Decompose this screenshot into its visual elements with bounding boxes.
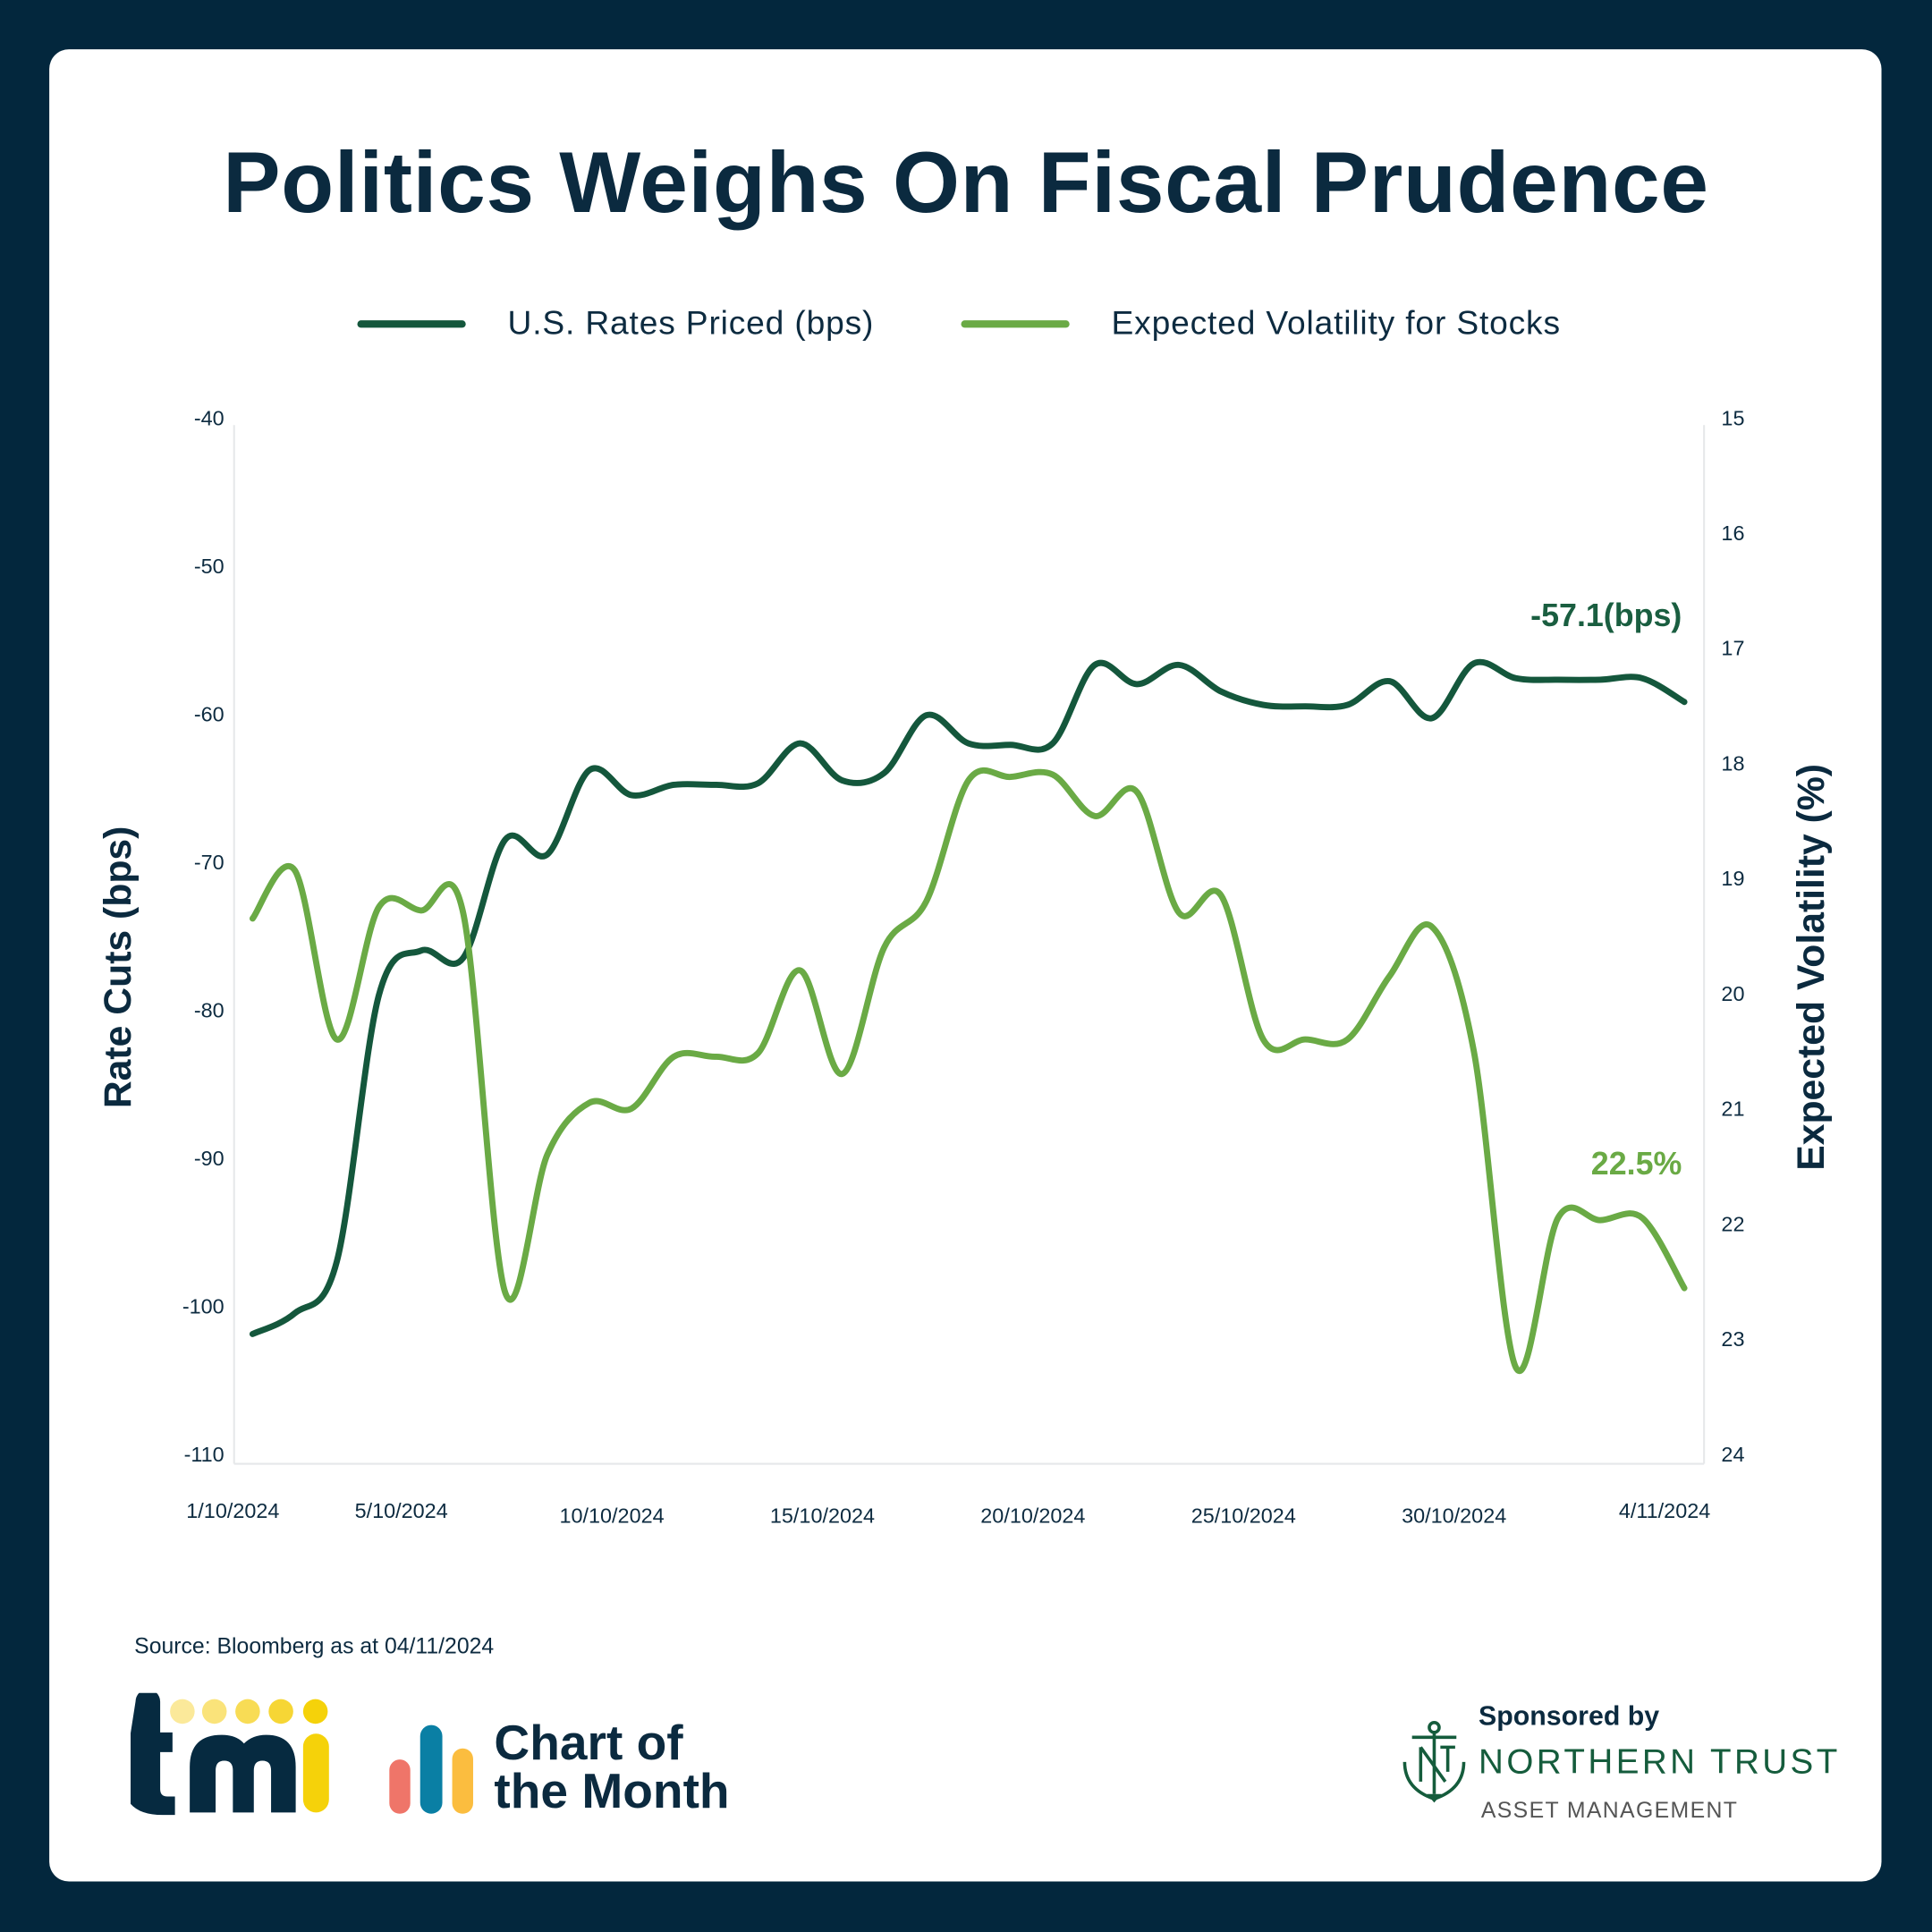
card	[49, 49, 1882, 1882]
right-tick-label: 19	[1721, 867, 1744, 890]
chart-of-the-month-icon	[389, 1724, 473, 1814]
right-tick-label: 21	[1721, 1097, 1744, 1121]
left-tick-label: -100	[182, 1294, 225, 1318]
chart-of-the-month-line1: Chart of	[494, 1716, 683, 1771]
right-tick-label: 20	[1721, 982, 1744, 1005]
x-tick-label: 25/10/2024	[1191, 1504, 1296, 1528]
left-tick-label: -40	[194, 406, 225, 429]
x-tick-label: 20/10/2024	[980, 1504, 1085, 1528]
northern-trust-anchor-icon	[1402, 1721, 1466, 1803]
right-tick-label: 23	[1721, 1327, 1744, 1351]
chart-of-the-month-title: Chart of the Month	[494, 1716, 730, 1819]
right-tick-label: 15	[1721, 406, 1744, 429]
right-tick-label: 24	[1721, 1443, 1744, 1466]
x-tick-label: 10/10/2024	[559, 1504, 664, 1528]
sponsored-by-label: Sponsored by	[1479, 1700, 1660, 1732]
left-tick-label: -110	[184, 1443, 225, 1466]
chart-of-the-month-line2: the Month	[494, 1764, 730, 1819]
left-tick-label: -90	[194, 1147, 225, 1170]
right-tick-label: 18	[1721, 751, 1744, 775]
sponsor-name: NORTHERN TRUST	[1479, 1741, 1841, 1781]
x-tick-label: 5/10/2024	[355, 1499, 448, 1522]
left-tick-label: -60	[194, 702, 225, 725]
legend-label-rates: U.S. Rates Priced (bps)	[507, 304, 875, 342]
rates-series-line	[249, 658, 1688, 1337]
x-tick-label: 15/10/2024	[770, 1504, 875, 1528]
sponsor-subtitle: ASSET MANAGEMENT	[1480, 1797, 1739, 1823]
right-axis-title: Expected Volatility (%)	[1789, 763, 1833, 1171]
left-tick-label: -70	[194, 851, 225, 874]
volatility-series-line	[249, 767, 1688, 1374]
chart-title: Politics Weighs On Fiscal Prudence	[223, 134, 1709, 231]
tmi-logo	[131, 1692, 329, 1816]
line-chart: -40 -50 -60 -70 -80 -90 -100 -110 15 16 17 18 19 20 21…	[182, 406, 1745, 1528]
legend-swatch-rates	[357, 320, 466, 328]
left-axis-title: Rate Cuts (bps)	[96, 826, 140, 1109]
rates-annotation: -57.1(bps)	[1530, 596, 1682, 634]
left-tick-label: -50	[194, 555, 225, 578]
volatility-annotation: 22.5%	[1590, 1144, 1682, 1182]
x-tick-label: 30/10/2024	[1402, 1504, 1506, 1528]
x-tick-label: 4/11/2024	[1619, 1499, 1710, 1522]
legend-label-volatility: Expected Volatility for Stocks	[1111, 304, 1561, 342]
right-tick-label: 22	[1721, 1212, 1744, 1235]
legend-swatch-volatility	[961, 320, 1070, 328]
left-tick-label: -80	[194, 998, 225, 1021]
source-note: Source: Bloomberg as at 04/11/2024	[134, 1633, 495, 1659]
right-tick-label: 17	[1721, 637, 1744, 660]
right-tick-label: 16	[1721, 521, 1744, 545]
x-tick-label: 1/10/2024	[186, 1499, 279, 1522]
